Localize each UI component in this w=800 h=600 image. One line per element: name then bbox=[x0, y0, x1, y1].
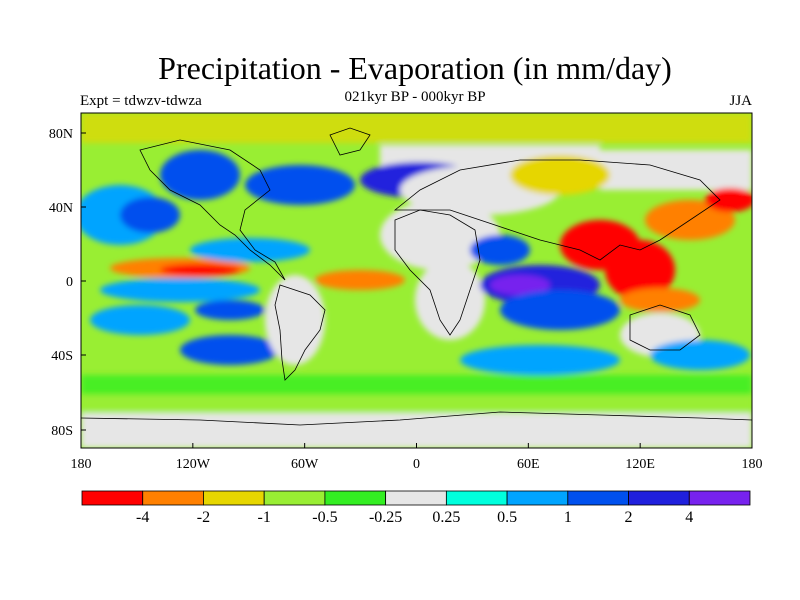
x-tick-label: 60E bbox=[517, 457, 540, 472]
x-tick-label: 180 bbox=[71, 457, 92, 472]
colorbar-label: 1 bbox=[563, 509, 572, 526]
y-axis: 80N 40N 0 40S 80S bbox=[49, 127, 86, 439]
colorbar-label: -0.25 bbox=[368, 509, 403, 526]
y-tick-label: 40N bbox=[49, 201, 73, 216]
coastlines bbox=[81, 127, 752, 426]
map-subtitle: 021kyr BP - 000kyr BP bbox=[344, 89, 486, 105]
x-tick-label: 0 bbox=[413, 457, 420, 472]
x-axis: 180 120W 60W 0 60E 120E 180 bbox=[71, 443, 763, 472]
colorbar-swatch bbox=[385, 490, 447, 506]
x-tick-label: 180 bbox=[742, 457, 763, 472]
season-label: JJA bbox=[729, 93, 752, 109]
colorbar-swatch bbox=[324, 490, 387, 506]
y-tick-label: 40S bbox=[51, 349, 73, 364]
x-tick-label: 120W bbox=[176, 457, 211, 472]
colorbar-swatch bbox=[142, 490, 204, 506]
colorbar-swatch bbox=[203, 490, 265, 506]
x-tick-label: 60W bbox=[291, 457, 319, 472]
map-field bbox=[81, 113, 752, 448]
colorbar-swatch bbox=[567, 490, 629, 506]
y-tick-label: 80S bbox=[51, 424, 73, 439]
colorbar-swatch bbox=[445, 490, 508, 506]
map-title: Precipitation - Evaporation (in mm/day) bbox=[158, 50, 672, 86]
colorbar-swatch bbox=[506, 490, 569, 506]
colorbar-label: 2 bbox=[624, 509, 633, 526]
colorbar-label: -2 bbox=[196, 509, 211, 526]
colorbar-label: -4 bbox=[136, 509, 150, 526]
colorbar-swatch bbox=[263, 490, 326, 506]
experiment-label: Expt = tdwzv-tdwza bbox=[80, 93, 202, 109]
colorbar-label: -1 bbox=[257, 509, 271, 526]
colorbar bbox=[81, 490, 751, 506]
colorbar-label: 0.25 bbox=[432, 509, 461, 526]
colorbar-swatch bbox=[81, 490, 144, 506]
colorbar-label: -0.5 bbox=[312, 509, 338, 526]
colorbar-swatch bbox=[628, 490, 690, 506]
y-tick-label: 0 bbox=[66, 275, 73, 290]
colorbar-swatch bbox=[688, 490, 751, 506]
colorbar-label: 4 bbox=[685, 509, 694, 526]
y-tick-label: 80N bbox=[49, 127, 73, 142]
x-tick-label: 120E bbox=[625, 457, 655, 472]
colorbar-label: 0.5 bbox=[497, 509, 518, 526]
